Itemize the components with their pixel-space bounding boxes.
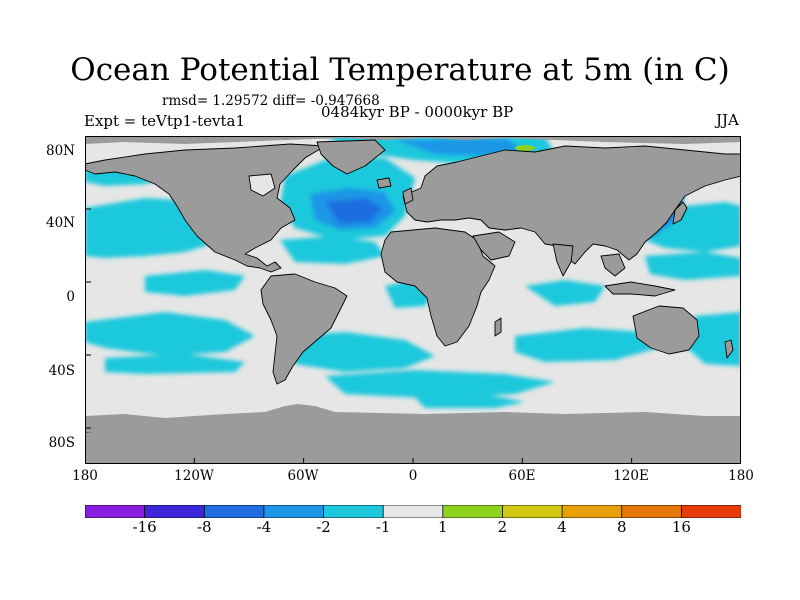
legend-label: -16 bbox=[132, 518, 157, 536]
atlantic-subtropical-anomaly bbox=[280, 236, 385, 264]
indonesia bbox=[604, 281, 676, 297]
legend-label: -2 bbox=[316, 518, 331, 536]
lon-label-60w: 60W bbox=[287, 468, 319, 484]
legend-swatch bbox=[442, 504, 504, 519]
lon-label-180e: 180 bbox=[728, 468, 754, 484]
south-indian-anomaly bbox=[515, 328, 665, 362]
south-pacific-strip-anomaly bbox=[105, 354, 245, 374]
legend-swatch bbox=[144, 504, 205, 519]
tropical-pacific-anomaly bbox=[145, 270, 245, 296]
lon-label-0: 0 bbox=[408, 468, 418, 484]
arabia bbox=[472, 231, 516, 261]
lat-label-80s: 80S bbox=[48, 435, 75, 451]
legend-label: 4 bbox=[557, 518, 567, 536]
new-zealand bbox=[724, 339, 734, 359]
southern-ocean-anomaly bbox=[325, 370, 555, 398]
arctic-blue-anomaly bbox=[395, 138, 525, 156]
legend-swatch bbox=[263, 504, 325, 519]
lon-label-120e: 120E bbox=[613, 468, 649, 484]
australia bbox=[632, 305, 700, 355]
legend-label: 16 bbox=[671, 518, 691, 536]
eurasia bbox=[402, 145, 741, 265]
map-title: Ocean Potential Temperature at 5m (in C) bbox=[70, 52, 730, 88]
legend-label: 1 bbox=[438, 518, 448, 536]
uk bbox=[402, 187, 414, 205]
lon-label-120w: 120W bbox=[174, 468, 214, 484]
legend-label: 8 bbox=[616, 518, 627, 536]
season-subtitle: JJA bbox=[716, 111, 739, 129]
legend-swatch bbox=[203, 504, 265, 519]
legend-label: -8 bbox=[196, 518, 212, 536]
antarctic-shelf bbox=[85, 404, 741, 432]
legend-label: -4 bbox=[256, 518, 272, 536]
south-pacific-band-anomaly bbox=[85, 312, 255, 356]
land-masses bbox=[85, 139, 741, 464]
lat-label-40s: 40S bbox=[48, 363, 75, 379]
southeast-asia bbox=[600, 253, 626, 277]
legend-swatch bbox=[382, 504, 444, 519]
iceland bbox=[376, 177, 392, 189]
arctic-top-land bbox=[85, 136, 741, 144]
lat-label-40n: 40N bbox=[46, 215, 75, 231]
lat-label-equator: 0 bbox=[66, 289, 75, 305]
map-ticks bbox=[85, 136, 633, 464]
india bbox=[552, 243, 574, 277]
legend-swatch bbox=[323, 504, 384, 519]
legend-swatch bbox=[680, 504, 742, 519]
indian-ocean-anomaly bbox=[525, 280, 605, 306]
lon-label-60e: 60E bbox=[508, 468, 536, 484]
temperature-difference-map bbox=[85, 136, 741, 464]
south-america bbox=[260, 273, 348, 385]
madagascar bbox=[494, 317, 502, 337]
legend-swatch bbox=[621, 504, 683, 519]
lat-label-80n: 80N bbox=[46, 143, 75, 159]
legend-label: 2 bbox=[497, 518, 508, 536]
rmsd-diff-stats: rmsd= 1.29572 diff= -0.947668 bbox=[162, 93, 380, 109]
legend-swatch bbox=[502, 504, 563, 519]
west-pacific-anomaly bbox=[645, 252, 741, 280]
north-atlantic-core-anomaly bbox=[325, 198, 383, 224]
arctic-land bbox=[85, 136, 741, 144]
japan bbox=[672, 201, 688, 225]
experiment-subtitle: Expt = teVtp1-tevta1 bbox=[84, 112, 246, 130]
color-legend bbox=[84, 503, 742, 519]
southern-ocean-strip-anomaly bbox=[415, 394, 525, 408]
legend-label: -1 bbox=[375, 518, 391, 536]
lon-label-180w: 180 bbox=[72, 468, 98, 484]
legend-swatch bbox=[561, 504, 623, 519]
south-atlantic-anomaly bbox=[285, 332, 435, 372]
greenland bbox=[316, 139, 386, 175]
period-subtitle: 0484kyr BP - 0000kyr BP bbox=[321, 103, 514, 121]
hudson-bay bbox=[248, 173, 276, 197]
barents-warm bbox=[515, 145, 535, 151]
legend-swatch bbox=[84, 504, 146, 519]
